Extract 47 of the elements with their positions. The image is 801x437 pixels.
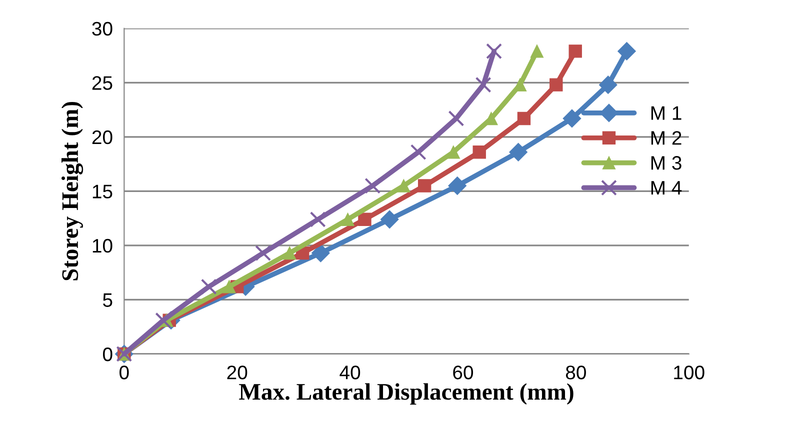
point xyxy=(517,112,531,126)
point xyxy=(448,110,464,126)
point xyxy=(475,76,492,93)
point xyxy=(550,78,563,92)
y-tick-label: 0 xyxy=(102,347,112,362)
x-axis-title: Max. Lateral Displacement (mm) xyxy=(239,383,574,405)
point xyxy=(380,210,399,229)
point xyxy=(530,44,544,58)
point xyxy=(562,109,582,128)
legend-label: M 4 xyxy=(651,181,682,195)
point xyxy=(200,278,217,295)
x-tick-label: 0 xyxy=(120,366,129,380)
x-tick-label: 80 xyxy=(566,366,586,380)
point xyxy=(568,44,582,58)
point xyxy=(446,146,460,159)
y-tick-label: 30 xyxy=(92,22,112,36)
point xyxy=(255,245,272,262)
y-tick-label: 20 xyxy=(92,130,112,144)
legend-label: M 1 xyxy=(651,106,682,120)
point xyxy=(311,244,330,262)
point xyxy=(448,176,467,195)
point xyxy=(410,144,426,160)
y-tick-label: 25 xyxy=(92,76,112,90)
point xyxy=(509,142,528,162)
point xyxy=(364,178,381,194)
point xyxy=(155,312,172,328)
point xyxy=(472,146,486,159)
x-tick-label: 60 xyxy=(453,366,474,380)
x-tick-label: 40 xyxy=(340,366,360,380)
y-tick-label: 10 xyxy=(92,238,112,253)
point xyxy=(358,212,372,226)
legend-label: M 2 xyxy=(651,131,682,145)
point xyxy=(283,246,296,260)
y-tick-label: 5 xyxy=(103,293,112,307)
point xyxy=(397,179,410,192)
legend-label: M 3 xyxy=(651,156,682,170)
point xyxy=(310,211,326,228)
x-tick-label: 100 xyxy=(674,366,704,380)
y-axis-title: Storey Height (m) xyxy=(61,102,84,280)
point xyxy=(598,76,618,94)
point xyxy=(618,42,636,60)
point xyxy=(418,179,432,192)
point xyxy=(341,212,354,226)
x-tick-label: 20 xyxy=(227,366,248,380)
point xyxy=(222,280,236,294)
point xyxy=(486,43,502,60)
y-tick-label: 15 xyxy=(92,184,112,198)
